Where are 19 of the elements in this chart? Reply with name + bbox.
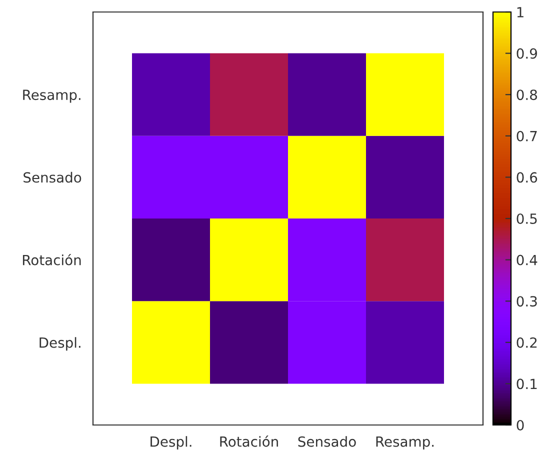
y-tick-label: Despl. xyxy=(40,337,80,351)
x-tick-label: Rotación xyxy=(220,436,278,447)
y-tick-label: Resamp. xyxy=(23,90,80,103)
color-bar-label: 0.9 xyxy=(516,48,537,59)
color-bar-label: 0.5 xyxy=(516,213,537,224)
x-tick-label: Resamp. xyxy=(376,436,434,450)
color-bar-label: 0.7 xyxy=(516,130,537,142)
color-bar-label: 0.4 xyxy=(516,254,538,266)
color-bar-label: 0.3 xyxy=(516,296,537,307)
color-bar-label: 0.2 xyxy=(516,337,537,348)
color-bar-label: 0.1 xyxy=(516,378,537,390)
y-tick-label: Sensado xyxy=(24,172,82,183)
color-bar-label: 0.6 xyxy=(516,172,538,183)
color-bar-label: 0.8 xyxy=(516,90,537,100)
x-tick-label: Sensado xyxy=(298,436,356,447)
y-tick-label: Rotación xyxy=(22,254,81,266)
x-tick-label: Despl. xyxy=(150,436,192,450)
color-bar-label: 0 xyxy=(516,420,524,430)
color-bar-label: 1 xyxy=(517,7,524,18)
